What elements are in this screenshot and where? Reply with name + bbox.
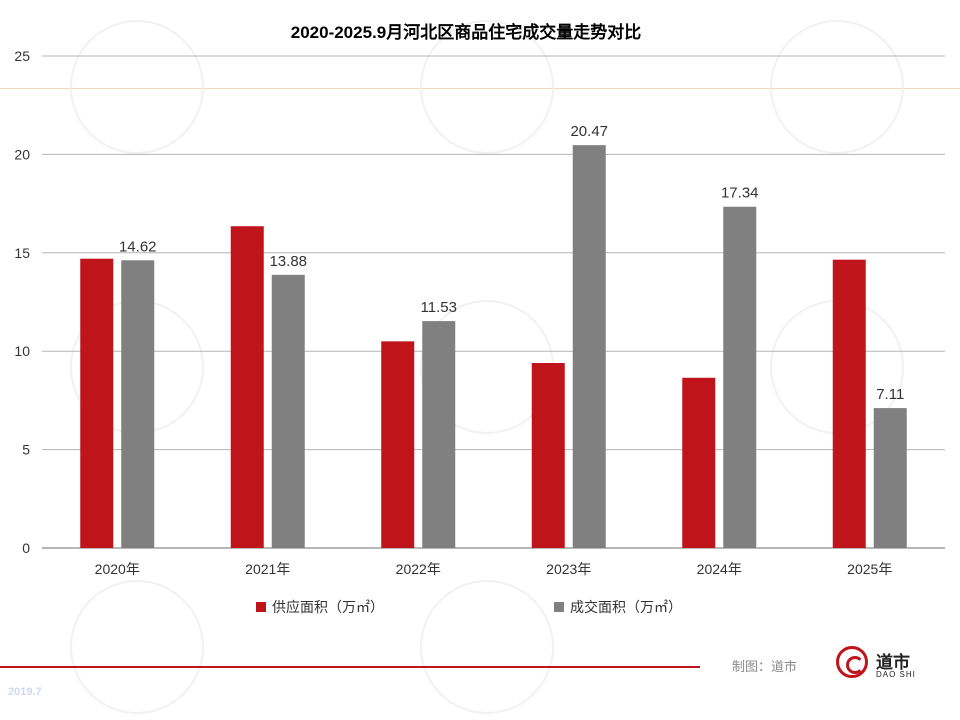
y-tick-label: 10 xyxy=(14,343,30,359)
brand-name: 道市 xyxy=(876,653,910,672)
watermark-circle xyxy=(70,580,204,714)
deal-bar xyxy=(422,321,456,548)
data-label: 13.88 xyxy=(269,253,307,270)
supply-bar xyxy=(531,363,565,548)
legend: 供应面积（万㎡） 成交面积（万㎡） xyxy=(256,599,682,615)
supply-bar xyxy=(832,259,866,548)
deal-bar xyxy=(873,408,907,548)
legend-swatch xyxy=(554,602,564,612)
supply-bar xyxy=(381,341,415,548)
corner-stamp: 2019.7 xyxy=(8,686,42,698)
legend-label: 成交面积（万㎡） xyxy=(570,599,682,615)
data-label: 11.53 xyxy=(421,299,457,316)
watermark-circle xyxy=(420,580,554,714)
x-tick-label: 2024年 xyxy=(697,561,742,577)
brand-subtitle: DAO SHI xyxy=(876,670,916,679)
x-tick-label: 2025年 xyxy=(847,561,892,577)
supply-bar xyxy=(230,226,264,548)
x-tick-label: 2020年 xyxy=(95,561,140,577)
y-tick-label: 25 xyxy=(14,48,30,64)
watermark-circle xyxy=(770,20,904,154)
supply-bar xyxy=(682,377,716,548)
x-axis: 2020年 2021年 2022年 2023年 2024年 2025年 xyxy=(95,561,893,577)
data-label: 17.34 xyxy=(721,185,759,202)
brand-logo-icon xyxy=(836,646,868,678)
deal-bar xyxy=(723,206,757,549)
x-tick-label: 2023年 xyxy=(546,561,591,577)
y-axis: 0 5 10 15 20 25 xyxy=(14,48,30,556)
data-label: 7.11 xyxy=(876,386,904,403)
bars: 14.62 13.88 11.53 20.47 17.34 7.11 xyxy=(80,123,907,549)
y-tick-label: 0 xyxy=(22,540,30,556)
x-tick-label: 2022年 xyxy=(396,561,441,577)
grid-lines xyxy=(42,55,945,549)
footer-divider xyxy=(0,666,700,668)
chart-title: 2020-2025.9月河北区商品住宅成交量走势对比 xyxy=(291,22,641,42)
data-label: 14.62 xyxy=(119,238,157,255)
watermark-circle xyxy=(70,20,204,154)
deal-bar xyxy=(271,274,305,548)
legend-swatch xyxy=(256,602,266,612)
x-tick-label: 2021年 xyxy=(245,561,290,577)
y-tick-label: 15 xyxy=(14,245,30,261)
deal-bar xyxy=(572,145,606,549)
y-tick-label: 20 xyxy=(14,146,30,162)
data-label: 20.47 xyxy=(570,123,608,140)
brand-logo: 道市 DAO SHI xyxy=(836,646,926,686)
chart-credit: 制图：道市 xyxy=(732,659,798,674)
watermark-circle xyxy=(420,20,554,154)
supply-bar xyxy=(80,258,114,548)
y-tick-label: 5 xyxy=(22,442,30,458)
deal-bar xyxy=(121,260,155,548)
legend-label: 供应面积（万㎡） xyxy=(272,599,384,615)
